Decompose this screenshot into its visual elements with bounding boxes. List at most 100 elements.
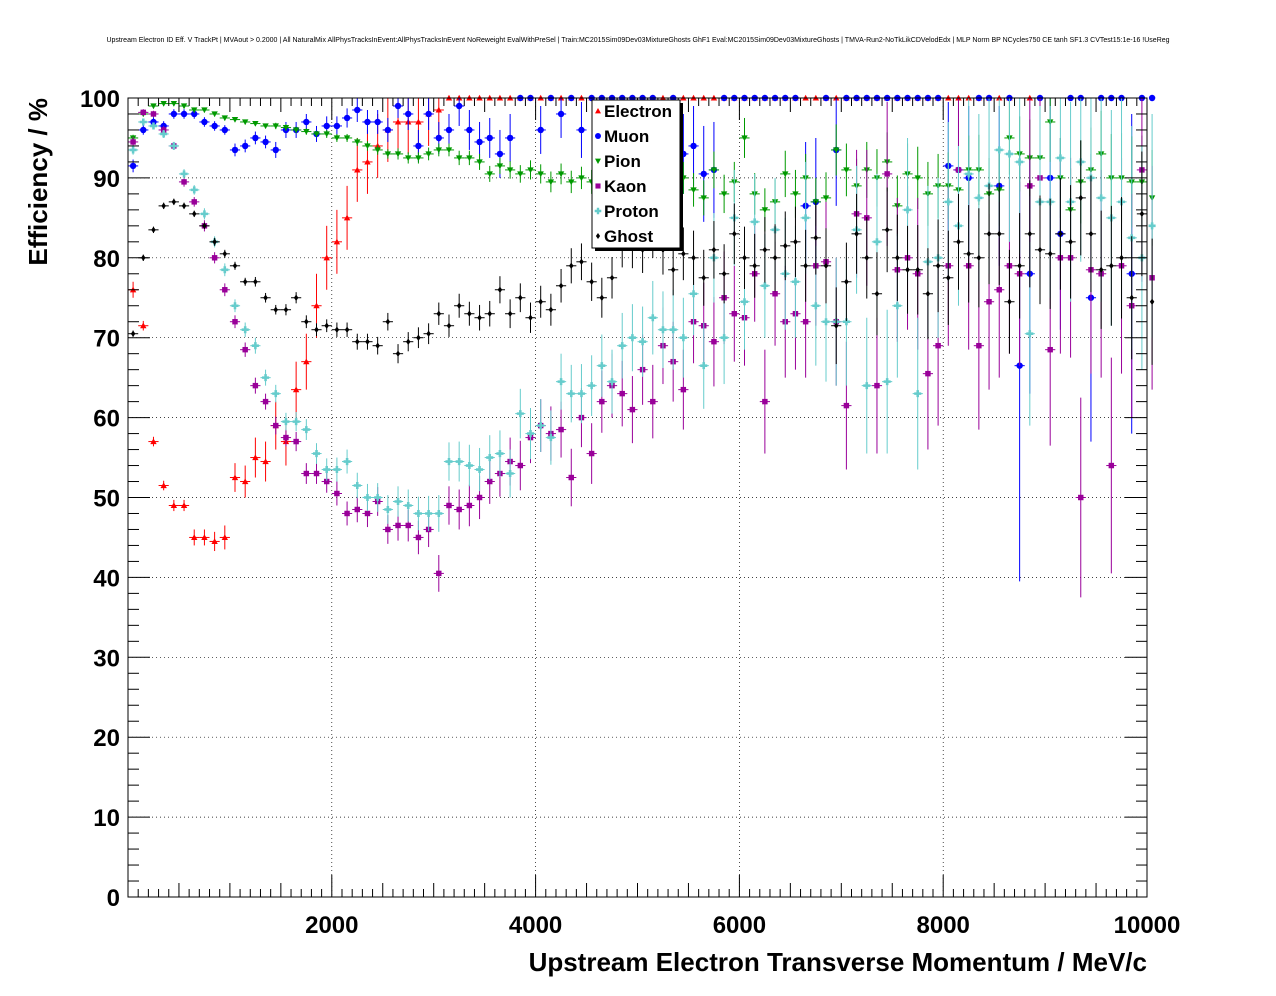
x-tick-label: 6000 <box>713 912 766 939</box>
data-point <box>384 151 392 158</box>
data-point <box>843 402 850 409</box>
data-point <box>476 494 483 501</box>
data-point <box>160 482 167 489</box>
data-point <box>1016 158 1024 166</box>
data-point <box>180 502 188 509</box>
data-point <box>935 262 941 269</box>
data-point <box>395 350 401 357</box>
data-point <box>273 422 279 429</box>
data-point <box>1026 330 1034 338</box>
data-point <box>873 238 881 246</box>
data-point <box>915 266 920 273</box>
data-point <box>252 454 259 461</box>
data-point <box>170 142 178 150</box>
data-point <box>404 501 412 510</box>
data-point <box>354 106 361 114</box>
data-point <box>333 135 341 142</box>
data-point <box>129 146 137 154</box>
data-point <box>700 170 707 178</box>
data-point <box>619 390 625 397</box>
data-point <box>149 122 157 130</box>
data-point <box>904 206 912 214</box>
data-point <box>222 250 228 258</box>
data-point <box>935 342 941 349</box>
y-tick-label: 10 <box>93 805 120 832</box>
data-point <box>374 493 382 502</box>
data-point <box>772 254 778 261</box>
data-point <box>130 330 136 337</box>
data-point <box>548 306 554 313</box>
data-point <box>242 346 248 353</box>
data-point <box>253 278 258 285</box>
data-point <box>354 166 361 173</box>
data-point <box>130 139 136 145</box>
data-point <box>1098 266 1104 273</box>
data-point <box>883 378 891 386</box>
data-point <box>466 502 473 509</box>
data-point <box>150 118 157 126</box>
data-point <box>446 322 452 329</box>
x-axis-label: Upstream Electron Transverse Momentum / … <box>529 947 1147 977</box>
data-point <box>496 450 504 458</box>
data-point <box>893 302 901 310</box>
data-point <box>384 126 392 134</box>
data-point <box>976 342 982 349</box>
data-point <box>436 570 442 577</box>
data-point <box>344 510 350 517</box>
data-point <box>302 426 310 434</box>
legend-label-kaon: Kaon <box>604 177 647 196</box>
data-point <box>914 390 922 398</box>
data-point <box>742 254 747 261</box>
chart-title: Upstream Electron ID Eff. V TrackPt | MV… <box>106 37 1169 44</box>
data-point <box>384 505 392 514</box>
data-point <box>374 118 381 126</box>
legend: Electron Muon Pion Kaon Proton Ghost <box>591 99 683 251</box>
data-point <box>905 266 910 273</box>
data-point <box>976 254 982 261</box>
data-point <box>639 338 647 346</box>
data-point <box>720 191 728 198</box>
data-point <box>791 278 799 286</box>
data-point <box>711 246 717 254</box>
x-tick-label: 2000 <box>305 912 358 939</box>
legend-label-muon: Muon <box>604 127 649 146</box>
data-point <box>364 158 371 165</box>
data-point <box>557 171 565 178</box>
data-point <box>160 101 167 107</box>
data-point <box>446 502 452 509</box>
data-point <box>150 438 157 445</box>
data-point <box>252 121 259 127</box>
data-point <box>353 481 361 490</box>
data-point <box>354 506 360 513</box>
data-point <box>323 478 330 485</box>
data-point <box>1139 210 1145 218</box>
data-point <box>701 274 706 281</box>
data-point <box>231 302 239 310</box>
y-tick-label: 20 <box>93 725 120 752</box>
data-point <box>191 210 197 218</box>
y-tick-label: 80 <box>93 246 120 273</box>
data-point <box>150 111 157 117</box>
data-point <box>792 191 799 198</box>
data-point <box>506 134 514 142</box>
data-point <box>426 330 431 337</box>
y-tick-label: 60 <box>93 406 120 433</box>
tick-labels: 2000 4000 6000 8000 10000 0 10 20 30 40 50 60 70 80 90… <box>80 86 1180 939</box>
data-point <box>844 278 849 285</box>
data-point <box>1027 230 1033 238</box>
data-point <box>833 322 839 329</box>
data-point <box>496 150 504 158</box>
data-point <box>547 434 555 442</box>
data-point <box>232 319 238 325</box>
data-point <box>506 167 514 174</box>
data-point <box>822 195 830 202</box>
data-point <box>1047 346 1053 353</box>
data-point <box>506 470 514 478</box>
data-point <box>394 151 402 158</box>
data-point <box>895 254 900 261</box>
data-point <box>211 255 218 261</box>
data-point <box>435 509 443 517</box>
data-point <box>140 126 147 134</box>
data-point <box>334 326 340 333</box>
data-point <box>986 299 992 305</box>
